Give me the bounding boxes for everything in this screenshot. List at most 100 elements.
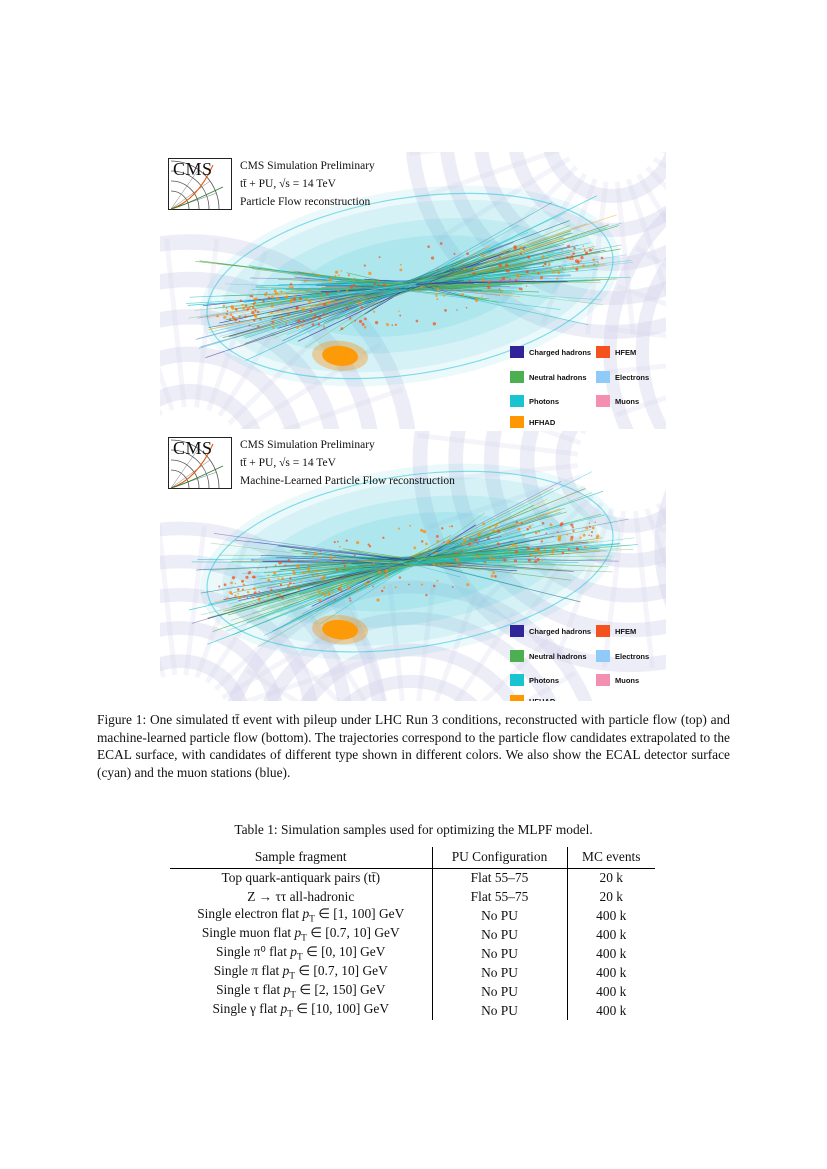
legend-entry: HFHAD: [510, 695, 555, 701]
legend-swatch: [510, 371, 524, 383]
legend-entry: HFEM: [596, 346, 636, 358]
cell-pu-configuration: No PU: [431, 925, 567, 944]
event-display-rendering: [160, 431, 666, 701]
legend-entry: HFEM: [596, 625, 636, 637]
header-line-algorithm: Machine-Learned Particle Flow reconstruc…: [240, 475, 455, 487]
cell-mc-events: 400 k: [566, 1001, 655, 1020]
legend-label: Photons: [529, 675, 559, 685]
legend-entry: Electrons: [596, 650, 649, 662]
table-row: Z → ττ all-hadronic Flat 55–75 20 k: [170, 887, 655, 906]
cell-sample-fragment: Single electron flat pT ∈ [1, 100] GeV: [197, 906, 405, 925]
legend-label: Muons: [615, 675, 640, 685]
legend-label: Neutral hadrons: [529, 651, 587, 661]
legend-entry: HFHAD: [510, 416, 555, 428]
header-sample-fragment: Sample fragment: [170, 847, 432, 869]
particle-type-legend: Charged hadrons Neutral hadrons Photons HFH…: [510, 346, 662, 428]
panel-header: CMS Simulation Preliminary tt̄ + PU, √s …: [240, 157, 375, 211]
table-row: Single π⁰ flat pT ∈ [0, 10] GeV No PU 400 …: [170, 944, 655, 963]
cms-detector-sketch-icon: [170, 160, 224, 210]
legend-swatch: [596, 346, 610, 358]
legend-label: Muons: [615, 396, 640, 406]
simulation-samples-table: Sample fragment PU Configuration MC even…: [170, 847, 655, 1020]
cms-logo-text: CMS: [173, 438, 213, 458]
legend-swatch: [510, 674, 524, 686]
legend-label: HFEM: [615, 626, 637, 636]
legend-label: Electrons: [615, 372, 650, 382]
legend-swatch: [596, 650, 610, 662]
legend-label: Photons: [529, 396, 559, 406]
header-line-process: tt̄ + PU, √s = 14 TeV: [240, 178, 336, 190]
legend-swatch: [510, 625, 524, 637]
cell-pu-configuration: No PU: [431, 963, 567, 982]
legend-entry: Muons: [596, 674, 639, 686]
legend-entry: Muons: [596, 395, 639, 407]
particle-type-legend: Charged hadrons Neutral hadrons Photons HFH…: [510, 625, 662, 701]
event-display-panel-mlpf: CMS CMS Simulation Preliminary tt̄ + PU,…: [160, 431, 666, 701]
cell-sample-fragment: Single γ flat pT ∈ [10, 100] GeV: [212, 1001, 390, 1020]
panel-header: CMS Simulation Preliminary tt̄ + PU, √s …: [240, 436, 455, 490]
table-row: Single electron flat pT ∈ [1, 100] GeV No…: [170, 906, 655, 925]
cell-mc-events: 20 k: [566, 887, 655, 906]
legend-entry: Charged hadrons: [510, 346, 591, 358]
cell-pu-configuration: No PU: [431, 906, 567, 925]
table-row: Single γ flat pT ∈ [10, 100] GeV No PU 400…: [170, 1001, 655, 1020]
cell-mc-events: 400 k: [566, 963, 655, 982]
legend-entry: Electrons: [596, 371, 649, 383]
table-row: Single muon flat pT ∈ [0.7, 10] GeV No PU…: [170, 925, 655, 944]
cell-mc-events: 400 k: [566, 925, 655, 944]
legend-label: Neutral hadrons: [529, 372, 587, 382]
legend-label: HFEM: [615, 347, 637, 357]
legend-label: Electrons: [615, 651, 650, 661]
cell-pu-configuration: No PU: [431, 982, 567, 1001]
legend-entry: Neutral hadrons: [510, 650, 587, 662]
table-caption: Table 1: Simulation samples used for opt…: [234, 822, 593, 837]
legend-swatch: [510, 695, 524, 701]
figure-1: CMS CMS Simulation Preliminary tt̄ + PU,…: [160, 152, 666, 701]
legend-entry: Neutral hadrons: [510, 371, 587, 383]
header-pu-configuration: PU Configuration: [431, 847, 567, 869]
legend-label: Charged hadrons: [529, 626, 592, 636]
figure-caption: Figure 1: One simulated tt̄ event with p…: [97, 712, 730, 780]
table-row: Top quark-antiquark pairs (tt̄) Flat 55–7…: [170, 868, 655, 887]
header-line-algorithm: Particle Flow reconstruction: [240, 196, 371, 208]
header-line-experiment: CMS Simulation Preliminary: [240, 439, 375, 451]
cell-pu-configuration: Flat 55–75: [431, 868, 567, 887]
cell-sample-fragment: Single τ flat pT ∈ [2, 150] GeV: [216, 982, 386, 1001]
table-header-row: Sample fragment PU Configuration MC even…: [170, 847, 655, 869]
event-display-rendering: [160, 152, 666, 429]
legend-entry: Charged hadrons: [510, 625, 591, 637]
cell-sample-fragment: Single muon flat pT ∈ [0.7, 10] GeV: [201, 925, 400, 944]
cell-sample-fragment: Z → ττ all-hadronic: [247, 888, 355, 904]
header-line-process: tt̄ + PU, √s = 14 TeV: [240, 457, 336, 469]
cell-mc-events: 400 k: [566, 944, 655, 963]
table-row: Single π flat pT ∈ [0.7, 10] GeV No PU 400…: [170, 963, 655, 982]
legend-entry: Photons: [510, 395, 559, 407]
cell-sample-fragment: Single π flat pT ∈ [0.7, 10] GeV: [213, 963, 388, 982]
cms-logo-box: CMS: [168, 437, 232, 489]
cell-mc-events: 400 k: [566, 906, 655, 925]
cell-mc-events: 20 k: [566, 868, 655, 887]
legend-label: Charged hadrons: [529, 347, 592, 357]
event-display-panel-pf: CMS CMS Simulation Preliminary tt̄ + PU,…: [160, 152, 666, 429]
legend-swatch: [596, 625, 610, 637]
cell-sample-fragment: Top quark-antiquark pairs (tt̄): [221, 869, 381, 885]
legend-swatch: [510, 395, 524, 407]
legend-swatch: [510, 650, 524, 662]
legend-label: HFHAD: [529, 696, 556, 702]
legend-swatch: [596, 395, 610, 407]
cms-logo-text: CMS: [173, 159, 213, 179]
cms-detector-sketch-icon: [170, 439, 224, 489]
header-mc-events: MC events: [566, 847, 655, 869]
legend-entry: Photons: [510, 674, 559, 686]
header-line-experiment: CMS Simulation Preliminary: [240, 160, 375, 172]
cell-pu-configuration: No PU: [431, 944, 567, 963]
table-row: Single τ flat pT ∈ [2, 150] GeV No PU 400 …: [170, 982, 655, 1001]
legend-label: HFHAD: [529, 417, 556, 427]
legend-swatch: [510, 346, 524, 358]
cms-logo-box: CMS: [168, 158, 232, 210]
legend-swatch: [596, 674, 610, 686]
legend-swatch: [596, 371, 610, 383]
cell-pu-configuration: No PU: [431, 1001, 567, 1020]
cell-mc-events: 400 k: [566, 982, 655, 1001]
cell-sample-fragment: Single π⁰ flat pT ∈ [0, 10] GeV: [216, 944, 386, 963]
